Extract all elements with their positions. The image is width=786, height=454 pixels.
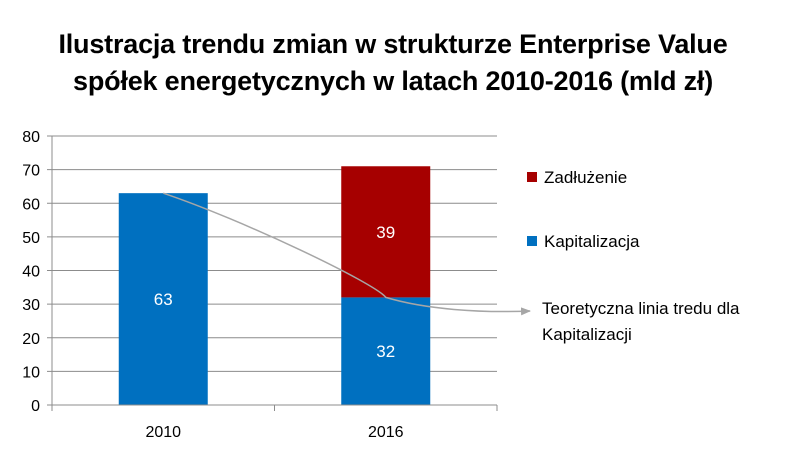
legend-label-zadłużenie: Zadłużenie — [544, 168, 627, 187]
y-tick-label: 60 — [22, 196, 40, 213]
y-tick-label: 50 — [22, 230, 40, 247]
y-tick-label: 40 — [22, 264, 40, 281]
annotation-line: Teoretyczna linia tredu dla — [542, 299, 740, 318]
bar-zadłużenie-2016 — [341, 166, 431, 298]
annotation-line: Kapitalizacji — [542, 325, 632, 344]
x-tick-label: 2016 — [368, 424, 404, 441]
legend-label-kapitalizacja: Kapitalizacja — [544, 232, 640, 251]
bar-value-label: 63 — [154, 290, 173, 309]
legend-swatch-zadłużenie — [527, 172, 537, 182]
bar-kapitalizacja-2016 — [341, 297, 431, 405]
legend: Zadłużenie Kapitalizacja — [527, 168, 640, 251]
chart-title-line-1: Ilustracja trendu zmian w strukturze Ent… — [58, 29, 728, 59]
bars: 63 32 39 — [118, 166, 431, 405]
y-tick-label: 80 — [22, 129, 40, 146]
y-tick-label: 0 — [31, 398, 40, 415]
y-axis-ticks: 0 10 20 30 40 50 60 70 80 — [22, 129, 53, 415]
chart-title: Ilustracja trendu zmian w strukturze Ent… — [0, 26, 786, 100]
bar-value-label: 32 — [376, 342, 395, 361]
y-tick-label: 70 — [22, 163, 40, 180]
y-tick-label: 20 — [22, 331, 40, 348]
legend-swatch-kapitalizacja — [527, 236, 537, 246]
bar-kapitalizacja-2010 — [118, 193, 208, 405]
y-tick-label: 30 — [22, 297, 40, 314]
chart-title-line-2: spółek energetycznych w latach 2010-2016… — [73, 66, 713, 96]
y-tick-label: 10 — [22, 364, 40, 381]
x-axis-ticks: 2010 2016 — [51, 404, 498, 441]
x-tick-label: 2010 — [145, 424, 181, 441]
trend-annotation: Teoretyczna linia tredu dla Kapitalizacji — [542, 299, 740, 344]
bar-value-label: 39 — [376, 223, 395, 242]
trend-line — [163, 192, 531, 316]
